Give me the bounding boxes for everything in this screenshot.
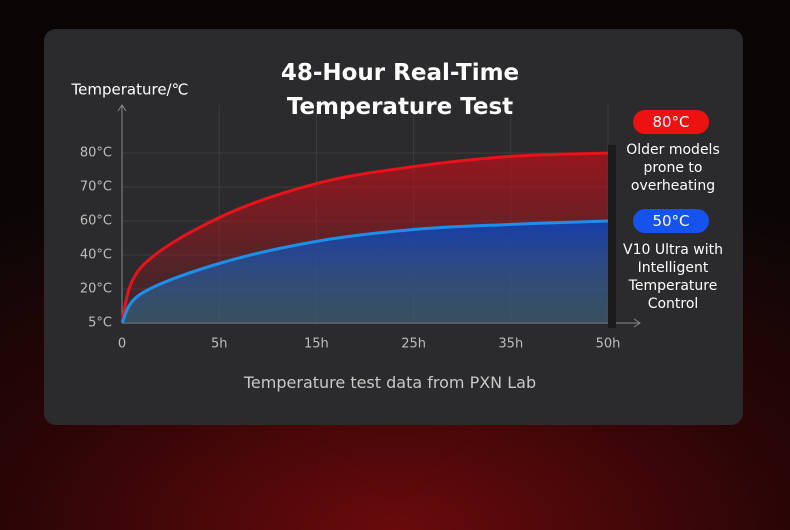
annotation: Older models prone to overheating <box>626 142 720 194</box>
y-tick-label: 80°C <box>80 146 112 161</box>
line <box>120 219 609 324</box>
y-tick-label: 20°C <box>80 282 112 297</box>
line <box>120 151 609 322</box>
x-tick-label: 5h <box>211 337 228 352</box>
x-tick-label: 25h <box>401 337 426 352</box>
chart-title: 48-Hour Real-Time Temperature Test <box>280 60 520 120</box>
y-axis-label: Temperature/℃ <box>71 81 189 99</box>
y-tick-label: 60°C <box>80 214 112 229</box>
y-tick-label: 40°C <box>80 248 112 263</box>
x-tick-label: 0 <box>118 337 126 352</box>
y-axis <box>117 104 127 323</box>
badge: 50°C <box>633 209 709 233</box>
area <box>122 221 608 323</box>
x-tick-label: 15h <box>304 337 329 352</box>
y-tick-label: 5°C <box>88 316 112 331</box>
annotation: V10 Ultra with Intelligent Temperature C… <box>623 242 723 312</box>
source-note: Temperature test data from PXN Lab <box>243 373 537 392</box>
x-tick-label: 50h <box>596 337 621 352</box>
x-tick-label: 35h <box>498 337 523 352</box>
badge: 80°C <box>633 110 709 134</box>
y-tick-label: 70°C <box>80 180 112 195</box>
